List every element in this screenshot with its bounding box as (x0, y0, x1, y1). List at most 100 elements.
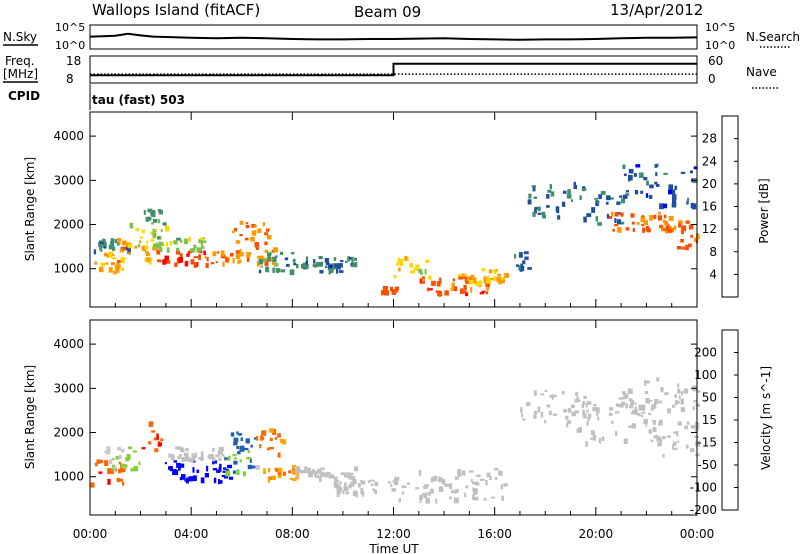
data-cell (582, 409, 585, 415)
data-cell (256, 260, 260, 267)
data-cell (592, 435, 597, 441)
data-cell (221, 454, 225, 457)
data-cell (146, 216, 152, 221)
station-title: Wallops Island (fitACF) (92, 1, 260, 19)
data-cell (488, 269, 493, 274)
data-cell (126, 454, 131, 460)
data-cell (188, 236, 191, 242)
data-cell (631, 221, 635, 225)
data-cell (334, 483, 339, 489)
data-cell (289, 477, 293, 480)
data-cell (612, 228, 615, 232)
data-cell (495, 269, 498, 272)
freq-label-line2: [MHz] (3, 67, 38, 81)
data-cell (463, 284, 467, 291)
data-cell (199, 237, 204, 242)
beam-label: Beam 09 (354, 3, 421, 21)
power-panel: 1000 2000 3000 4000 Slant Range [km] 4 8 12 16… (23, 111, 771, 308)
data-cell (300, 470, 306, 474)
data-cell (561, 391, 565, 395)
data-cell (525, 402, 531, 407)
data-cell (662, 453, 665, 458)
data-cell (544, 419, 547, 424)
data-cell (483, 497, 487, 501)
data-cell (520, 268, 523, 272)
data-cell (286, 263, 290, 267)
data-cell (690, 424, 696, 429)
data-cell (329, 264, 333, 270)
data-cell (419, 494, 423, 500)
data-cell (237, 433, 243, 436)
data-cell (330, 475, 334, 478)
data-cell (457, 274, 463, 277)
data-cell (650, 439, 654, 442)
data-cell (537, 206, 541, 212)
data-cell (465, 273, 468, 277)
data-cell (591, 207, 596, 213)
y-tick-label: 3000 (53, 173, 84, 187)
data-cell (257, 228, 262, 234)
data-cell (358, 483, 361, 488)
data-cell (438, 290, 442, 297)
data-cell (452, 491, 458, 494)
data-cell (544, 389, 548, 392)
data-cell (432, 475, 438, 482)
data-cell (677, 383, 680, 388)
data-cell (623, 438, 628, 444)
data-cell (620, 198, 626, 204)
data-cell (173, 240, 178, 245)
data-cell (306, 256, 309, 262)
data-cell (438, 487, 444, 492)
x-tick-label: 12:00 (376, 527, 411, 541)
data-cell (107, 478, 111, 485)
data-cell (168, 453, 171, 458)
data-cell (194, 452, 198, 459)
data-cell (618, 404, 624, 408)
data-cell (164, 462, 167, 465)
data-cell (232, 257, 235, 264)
data-cell (354, 257, 357, 261)
data-cell (186, 253, 189, 257)
data-cell (128, 243, 133, 249)
data-cell (648, 195, 653, 199)
data-cell (174, 262, 178, 267)
data-cell (640, 190, 644, 194)
time-axis-label: Time UT (368, 542, 419, 554)
data-cell (441, 478, 445, 485)
data-cell (263, 257, 268, 261)
data-cell (552, 413, 558, 416)
data-cell (267, 447, 271, 451)
data-cell (632, 228, 636, 232)
data-cell (239, 220, 244, 225)
data-cell (348, 475, 352, 480)
data-cell (317, 468, 322, 472)
data-cell (643, 220, 648, 226)
data-cell (622, 391, 626, 395)
data-cell (489, 476, 492, 481)
data-cell (324, 258, 329, 263)
data-cell (465, 485, 469, 489)
data-cell (175, 446, 178, 450)
data-cell (277, 472, 282, 479)
data-cell (179, 463, 185, 468)
noise-right-tick-bottom: 10^0 (705, 39, 735, 52)
data-cell (609, 407, 614, 411)
data-cell (674, 394, 677, 398)
data-cell (592, 406, 597, 412)
colorbar-tick-label: 24 (702, 154, 717, 168)
data-cell (188, 476, 193, 482)
data-cell (202, 240, 207, 243)
data-cell (614, 218, 617, 223)
data-cell (645, 380, 650, 384)
data-cell (686, 421, 690, 425)
data-cell (354, 262, 358, 268)
data-cell (382, 285, 388, 292)
data-cell (616, 219, 622, 225)
data-cell (659, 224, 664, 229)
data-cell (360, 488, 364, 495)
data-cell (113, 466, 117, 470)
data-cell (651, 403, 657, 409)
data-cell (249, 458, 252, 463)
data-cell (193, 256, 199, 259)
data-cell (196, 262, 199, 267)
